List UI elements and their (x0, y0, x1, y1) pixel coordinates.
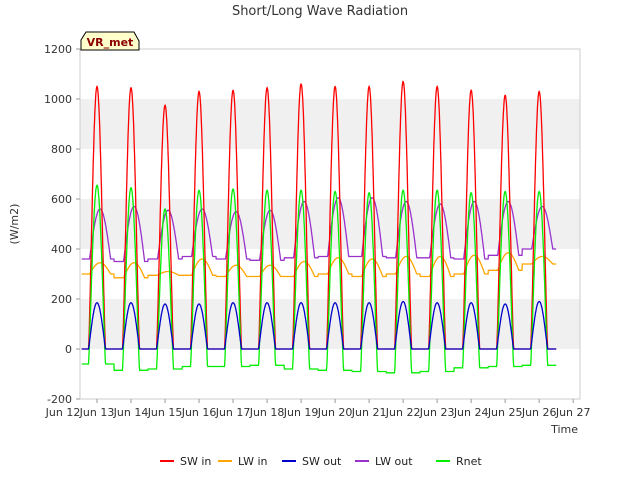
grid-band (80, 99, 580, 149)
y-tick-label: 0 (65, 343, 72, 356)
series-line-lw-out (81, 197, 557, 263)
x-axis-title: Time (550, 423, 578, 436)
x-tick-label: Jun 21 (351, 406, 387, 419)
x-tick-label: Jun 25 (487, 406, 523, 419)
series-layer (81, 80, 557, 374)
x-tick-label: Jun 13 (79, 406, 115, 419)
y-tick-label: 800 (51, 143, 72, 156)
x-tick-label: Jun 23 (419, 406, 455, 419)
series-line-sw-out (81, 300, 557, 350)
x-tick-label: Jun 19 (283, 406, 319, 419)
x-tick-label: Jun 26 (521, 406, 557, 419)
legend-label: Rnet (456, 455, 482, 468)
station-badge-label: VR_met (87, 36, 134, 49)
legend: SW in LW in SW out LW out Rnet (160, 455, 482, 468)
y-tick-label: 200 (51, 293, 72, 306)
y-axis-ticks: -200 0 200 400 600 800 1000 1200 (44, 43, 80, 406)
legend-label: SW out (302, 455, 342, 468)
station-badge: VR_met (80, 31, 140, 51)
x-tick-label: Jun 20 (317, 406, 353, 419)
chart-title: Short/Long Wave Radiation (232, 4, 408, 19)
x-tick-label: Jun 14 (113, 406, 149, 419)
x-tick-label: Jun 17 (215, 406, 251, 419)
x-tick-label: Jun 18 (249, 406, 285, 419)
plot-frame (79, 48, 581, 400)
x-tick-label: Jun 27 (555, 406, 591, 419)
legend-label: SW in (180, 455, 211, 468)
x-axis-ticks: Jun 12 Jun 13 Jun 14 Jun 15 Jun 16 Jun 17 Jun … (45, 399, 591, 419)
series-line-rnet (81, 184, 557, 374)
legend-label: LW out (375, 455, 413, 468)
x-tick-label: Jun 22 (385, 406, 421, 419)
y-tick-label: 600 (51, 193, 72, 206)
x-tick-label: Jun 24 (453, 406, 489, 419)
legend-label: LW in (238, 455, 268, 468)
y-tick-label: 1200 (44, 43, 72, 56)
y-tick-label: 1000 (44, 93, 72, 106)
x-tick-label: Jun 16 (181, 406, 217, 419)
y-axis-title: (W/m2) (8, 204, 21, 245)
x-tick-label: Jun 12 (45, 406, 81, 419)
y-tick-label: -200 (47, 393, 72, 406)
y-tick-label: 400 (51, 243, 72, 256)
x-tick-label: Jun 15 (147, 406, 183, 419)
